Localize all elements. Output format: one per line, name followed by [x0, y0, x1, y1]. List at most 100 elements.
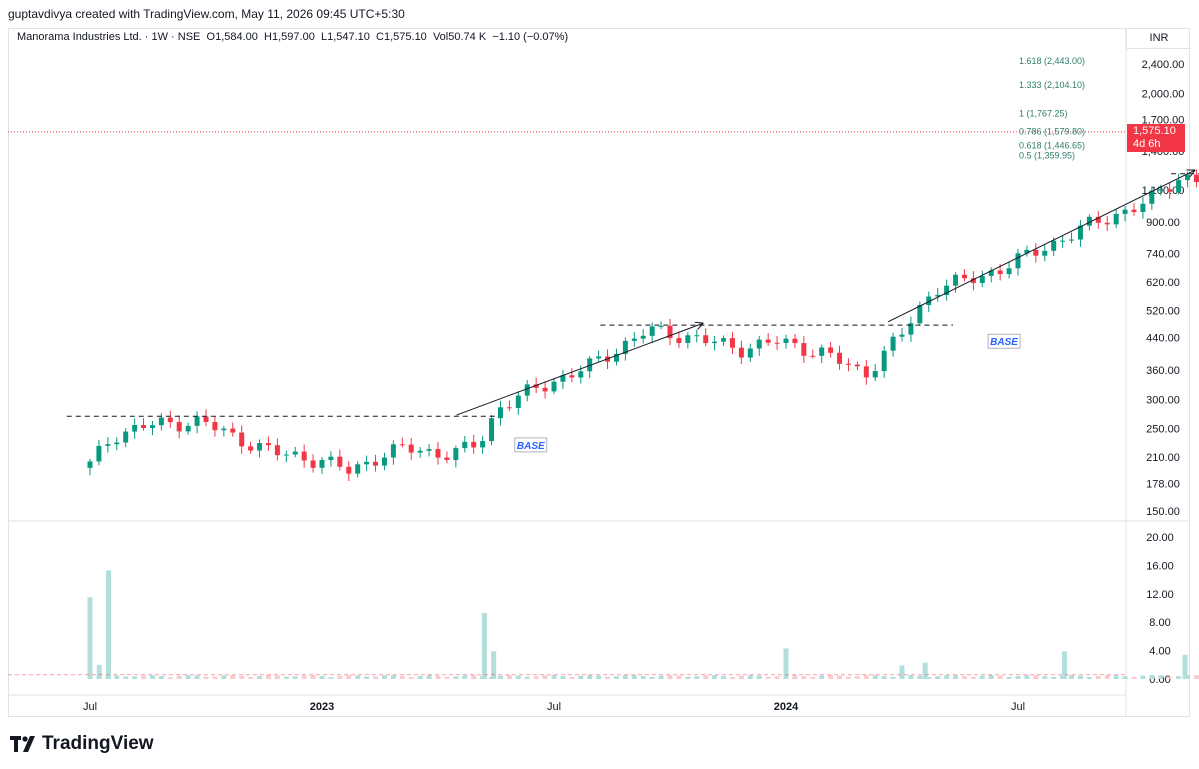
volume-bar — [167, 677, 173, 679]
ohlc-close-label: C — [376, 31, 384, 43]
volume-bar — [917, 675, 923, 679]
candle-body — [453, 448, 459, 460]
volume-bar — [1006, 676, 1012, 679]
candle-body — [364, 461, 370, 465]
candle-body — [87, 461, 93, 468]
symbol-name[interactable]: Manorama Industries Ltd. · 1W · NSE — [17, 31, 201, 43]
candle-body — [1185, 174, 1191, 181]
candle-body — [613, 353, 619, 362]
volume-axis: 0.00 4.00 8.00 12.00 16.00 20.00 — [1146, 532, 1174, 686]
volume-bar — [328, 677, 334, 679]
candle-body — [212, 421, 218, 431]
volume-bar — [390, 675, 396, 679]
volume-bar — [640, 676, 646, 679]
candle-body — [1077, 225, 1083, 240]
volume-bar — [676, 675, 682, 679]
candle-body — [265, 443, 271, 446]
candle-body — [863, 366, 869, 378]
candle-body — [747, 348, 753, 358]
volume-bar — [560, 676, 566, 679]
volume-bar — [988, 675, 994, 679]
volume-bar — [399, 675, 405, 679]
volume-bar — [491, 651, 497, 679]
candle-body — [631, 338, 637, 341]
volume-bar — [1149, 675, 1155, 679]
candles — [87, 169, 1199, 679]
candle-body — [587, 358, 593, 372]
ohlc-high-value: 1,597.00 — [272, 31, 315, 43]
volume-bar — [337, 675, 343, 679]
volume-bar — [1182, 654, 1188, 679]
candle-body — [524, 384, 530, 396]
trend-arrows — [456, 61, 1199, 416]
tradingview-logo[interactable]: TradingView — [10, 733, 154, 755]
volume-bar — [944, 675, 950, 679]
candle-body — [176, 422, 182, 432]
volume-bar — [961, 676, 967, 679]
bar-countdown: 4d 6h — [1133, 138, 1161, 150]
volume-bar — [729, 676, 735, 679]
candle-body — [301, 451, 307, 461]
time-tick-label: 2024 — [774, 701, 799, 713]
candle-body — [872, 371, 878, 378]
candle-body — [1176, 180, 1182, 192]
volume-bar — [1140, 675, 1146, 679]
candle-body — [497, 407, 503, 419]
volume-bar — [765, 676, 771, 679]
candle-body — [435, 449, 441, 458]
volume-bar — [922, 662, 928, 679]
time-tick-label: Jul — [547, 701, 561, 713]
symbol-legend[interactable]: Manorama Industries Ltd. · 1W · NSE O1,5… — [17, 31, 568, 43]
candle-body — [310, 460, 316, 468]
candle-body — [1051, 240, 1057, 251]
candle-body — [248, 446, 254, 451]
price-tick-label: 178.00 — [1146, 478, 1180, 490]
volume-bar — [497, 675, 503, 679]
ohlc-open-label: O — [206, 31, 216, 43]
candle-body — [810, 355, 816, 357]
volume-bar — [462, 675, 468, 679]
candle-body — [158, 417, 164, 426]
candle-body — [319, 459, 325, 468]
volume-bar — [631, 675, 637, 679]
candle-body — [676, 338, 682, 343]
volume-bar — [444, 676, 450, 679]
volume-bar — [881, 676, 887, 679]
volume-bar — [1033, 675, 1039, 679]
candle-body — [997, 270, 1003, 275]
candle-body — [515, 395, 521, 408]
volume-bar — [1095, 676, 1101, 679]
candle-body — [399, 444, 405, 446]
volume-bar — [694, 676, 700, 679]
volume-bar — [114, 675, 120, 679]
volume-bar — [953, 675, 959, 679]
candle-body — [881, 350, 887, 372]
volume-bar — [756, 675, 762, 679]
candle-body — [480, 441, 486, 448]
volume-bar — [899, 665, 905, 679]
candle-body — [622, 340, 628, 354]
candle-body — [1131, 209, 1137, 213]
candle-body — [1069, 239, 1075, 241]
candle-body — [390, 444, 396, 458]
candle-body — [203, 416, 209, 422]
ohlc-open-value: 1,584.00 — [215, 31, 258, 43]
volume-bar — [542, 675, 548, 679]
candle-body — [141, 424, 147, 429]
volume-bar — [738, 675, 744, 679]
volume-bar — [997, 675, 1003, 679]
candle-body — [471, 441, 477, 448]
change-value: −1.10 (−0.07%) — [492, 31, 569, 43]
candle-body — [221, 428, 227, 431]
volume-bar — [533, 676, 539, 679]
volume-bar — [471, 675, 477, 679]
candle-body — [1086, 216, 1092, 226]
base-labels: BASEBASEBASEBASE — [514, 333, 1021, 453]
candle-body — [935, 294, 941, 297]
volume-bar — [221, 675, 227, 679]
price-tick-label: 250.00 — [1146, 424, 1180, 436]
chart-frame — [8, 28, 1190, 717]
volume-bar — [1069, 675, 1075, 679]
candle-body — [908, 323, 914, 335]
